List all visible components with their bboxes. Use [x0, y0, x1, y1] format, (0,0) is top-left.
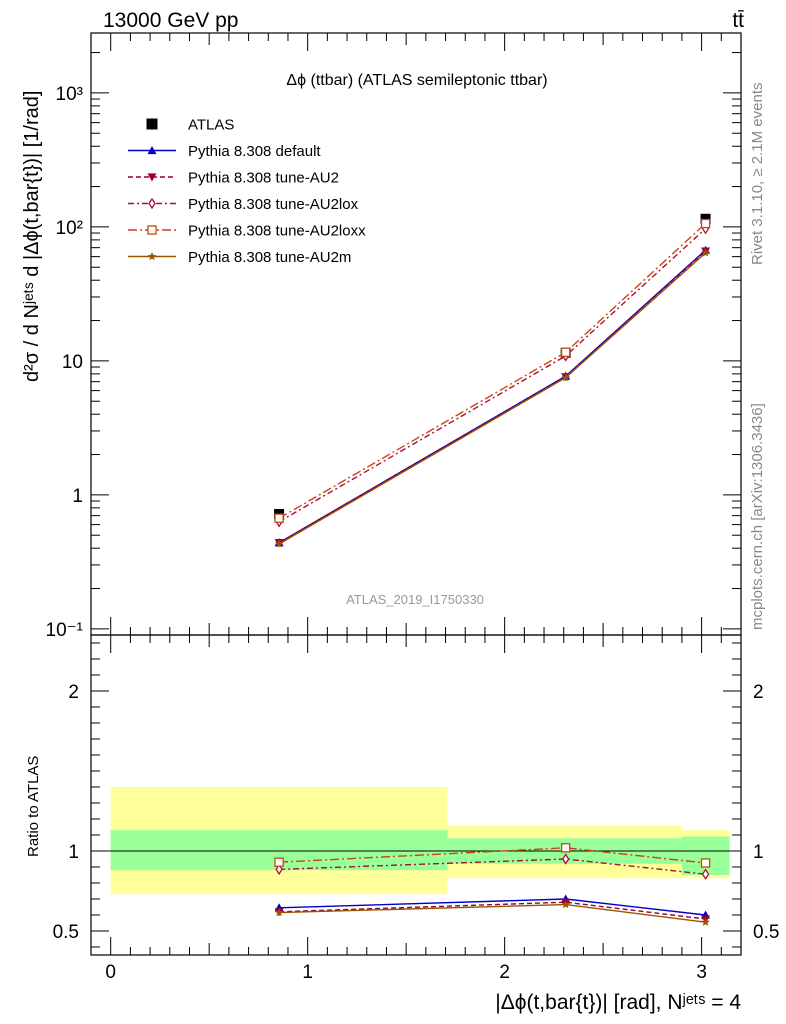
legend-entry-4: Pythia 8.308 tune-AU2loxx: [128, 223, 366, 240]
ratio-data-point: [700, 858, 711, 868]
upper-series-2: [274, 247, 711, 548]
upper-data-point: [274, 539, 284, 548]
legend-marker: [147, 173, 157, 182]
ratio-data-point: [701, 917, 710, 926]
energy-label: 13000 GeV pp: [103, 9, 238, 32]
legend-label: Pythia 8.308 tune-AU2lox: [188, 196, 359, 213]
upper-series-3: [275, 222, 710, 528]
legend-marker: [147, 252, 157, 261]
legend-label: Pythia 8.308 tune-AU2m: [188, 249, 351, 266]
legend-entry-2: Pythia 8.308 tune-AU2: [128, 170, 339, 187]
upper-series-5: [274, 248, 710, 548]
ratio-series-group: [274, 843, 711, 926]
x-tick-label: 1: [302, 962, 313, 983]
upper-series-1: [274, 245, 711, 547]
process-label: tt̄: [732, 9, 744, 32]
upper-data-point: [274, 513, 284, 523]
upper-series-line: [278, 249, 706, 544]
side-label-bottom: mcplots.cern.ch [arXiv:1306.3436]: [749, 403, 766, 630]
legend-marker: [147, 225, 157, 235]
x-tick-label: 0: [105, 962, 116, 983]
ratio-series-line: [279, 847, 706, 864]
upper-data-point: [700, 218, 711, 229]
upper-series-line: [278, 252, 706, 545]
ratio-error-bands: [110, 787, 730, 895]
ratio-series-4: [274, 900, 710, 926]
upper-series-line: [278, 250, 706, 544]
ratio-y-tick-label-right: 0.5: [753, 922, 779, 943]
ratio-y-tick-label-right: 1: [753, 842, 764, 863]
upper-series-group: [274, 213, 711, 548]
ratio-y-tick-label-right: 2: [753, 682, 764, 703]
ratio-data-point: [275, 863, 283, 876]
upper-y-ticks: 10⁻¹ 1 10 10² 10³: [46, 52, 741, 641]
legend-entry-5: Pythia 8.308 tune-AU2m: [128, 249, 351, 266]
legend-label: Pythia 8.308 default: [188, 143, 321, 160]
legend: ATLAS Pythia 8.308 default Pythia 8.308 tu…: [128, 117, 366, 266]
upper-data-point: [701, 248, 710, 257]
ratio-series-3: [274, 843, 711, 868]
upper-y-tick-label: 10: [62, 352, 83, 373]
ratio-series-line: [279, 901, 706, 920]
ratio-data-point: [561, 853, 570, 865]
upper-series-4: [274, 218, 711, 523]
ratio-inner-band-2: [681, 836, 730, 875]
upper-series-line: [278, 228, 706, 523]
upper-y-tick-label: 10³: [56, 84, 83, 105]
ratio-series-line: [279, 858, 706, 875]
ratio-y-axis-label: Ratio to ATLAS: [25, 756, 42, 857]
ratio-y-tick-label: 2: [68, 682, 79, 703]
ratio-data-point: [561, 900, 570, 909]
plot-title: Δϕ (ttbar) (ATLAS semileptonic ttbar): [286, 72, 547, 89]
side-label-top: Rivet 3.1.10, ≥ 2.1M events: [749, 83, 766, 266]
x-tick-label: 3: [696, 962, 707, 983]
ratio-data-point: [560, 843, 571, 853]
legend-label: Pythia 8.308 tune-AU2: [188, 170, 339, 187]
upper-series-line: [278, 222, 706, 519]
ratio-plot-frame: [90, 634, 742, 956]
upper-y-axis-label: d²σ / d Nʲᵉᵗˢ d |Δϕ(t,bar{t})| [1/rad]: [21, 91, 43, 382]
upper-data-point: [561, 373, 570, 382]
legend-marker: [148, 197, 156, 210]
ratio-data-point: [274, 857, 284, 867]
ratio-data-point: [274, 908, 284, 917]
legend-entry-0: ATLAS: [146, 117, 234, 134]
analysis-watermark: ATLAS_2019_I1750330: [346, 592, 484, 607]
legend-label: ATLAS: [188, 117, 234, 134]
upper-data-point: [560, 347, 571, 357]
legend-entry-1: Pythia 8.308 default: [128, 143, 321, 160]
ratio-y-ticks: 0.5 0.5 1 1 2 2: [53, 642, 779, 948]
ratio-y-tick-label: 1: [68, 842, 79, 863]
x-tick-label: 2: [499, 962, 510, 983]
x-axis-label: |Δϕ(t,bar{t})| [rad], Nʲᵉᵗˢ = 4: [495, 991, 741, 1014]
upper-y-tick-label: 10²: [56, 218, 83, 239]
legend-marker: [146, 118, 158, 130]
ratio-data-point: [701, 868, 710, 880]
upper-y-tick-label: 10⁻¹: [46, 620, 84, 641]
upper-data-point: [700, 213, 711, 224]
ratio-series-2: [275, 853, 710, 880]
legend-entry-3: Pythia 8.308 tune-AU2lox: [128, 196, 359, 213]
x-ticks: 0 1 2 3: [105, 33, 722, 983]
legend-label: Pythia 8.308 tune-AU2loxx: [188, 223, 366, 240]
upper-y-tick-label: 1: [72, 486, 83, 507]
legend-marker: [147, 146, 157, 155]
ratio-y-tick-label: 0.5: [53, 922, 79, 943]
